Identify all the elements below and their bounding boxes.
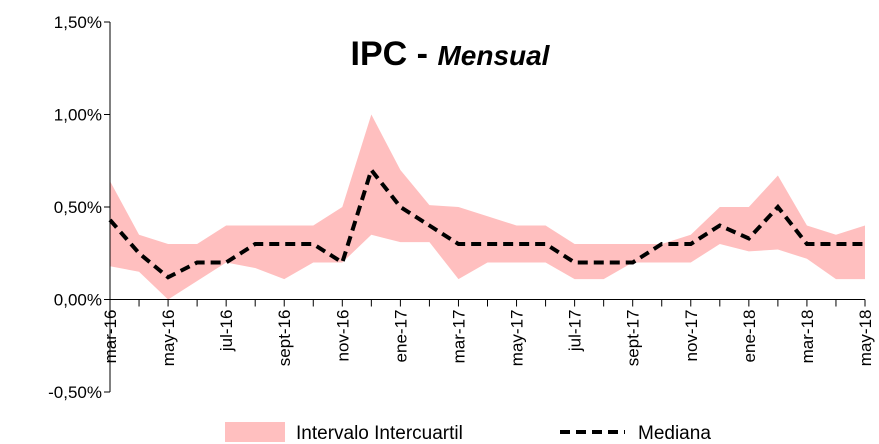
y-tick-label: -0,50% bbox=[48, 383, 102, 402]
x-tick-label: mar-16 bbox=[101, 310, 120, 364]
x-tick-label: jul-16 bbox=[217, 310, 236, 353]
x-tick-label: nov-16 bbox=[333, 310, 352, 362]
x-tick-label: may-18 bbox=[856, 310, 875, 367]
legend-label: Intervalo Intercuartil bbox=[296, 423, 463, 444]
x-tick-label: jul-17 bbox=[566, 310, 585, 353]
chart-title: IPC - Mensual bbox=[351, 35, 551, 73]
x-tick-label: sept-16 bbox=[275, 310, 294, 367]
x-tick-label: mar-17 bbox=[449, 310, 468, 364]
y-tick-label: 0,50% bbox=[54, 198, 102, 217]
x-tick-label: sept-17 bbox=[624, 310, 643, 367]
x-tick-label: may-16 bbox=[159, 310, 178, 367]
y-tick-label: 1,50% bbox=[54, 13, 102, 32]
x-tick-label: nov-17 bbox=[682, 310, 701, 362]
title-italic: Mensual bbox=[437, 40, 550, 71]
legend-swatch bbox=[225, 422, 285, 442]
x-tick-label: ene-17 bbox=[391, 310, 410, 363]
x-tick-label: mar-18 bbox=[798, 310, 817, 364]
y-tick-label: 0,00% bbox=[54, 291, 102, 310]
legend-label: Mediana bbox=[638, 423, 711, 444]
x-tick-label: ene-18 bbox=[740, 310, 759, 363]
y-tick-label: 1,00% bbox=[54, 106, 102, 125]
x-tick-label: may-17 bbox=[508, 310, 527, 367]
median-line bbox=[108, 165, 865, 280]
iqr-band bbox=[110, 114, 865, 300]
title-main: IPC - bbox=[351, 35, 428, 73]
